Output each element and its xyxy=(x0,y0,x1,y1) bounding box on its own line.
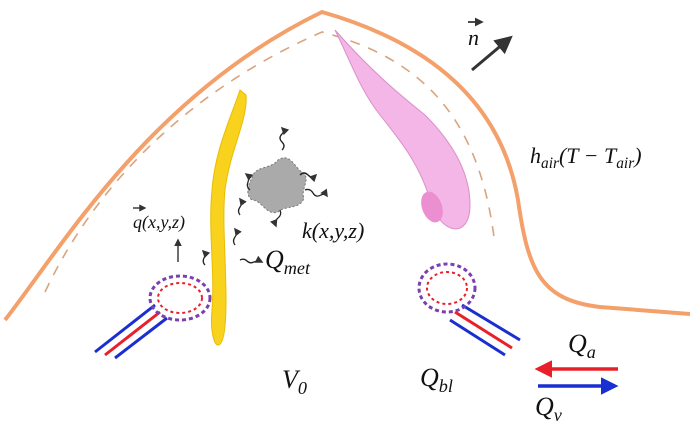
text: v xyxy=(554,405,563,425)
text: a xyxy=(587,342,596,362)
tumor xyxy=(335,30,470,229)
text: Q xyxy=(420,363,439,392)
text: air xyxy=(541,155,560,172)
heat-flux-label: q(x,y,z) xyxy=(133,212,185,233)
text: h xyxy=(530,143,541,168)
text: 0 xyxy=(298,378,307,398)
volume-label: V0 xyxy=(282,365,307,398)
text: met xyxy=(284,258,311,278)
text: bl xyxy=(439,376,453,396)
text: Q xyxy=(568,329,587,358)
heat-loss-label: hair(T − Tair) xyxy=(530,143,642,172)
text: air xyxy=(616,155,635,172)
diagram: n hair(T − Tair) q(x,y,z) k(x,y,z) Qmet … xyxy=(0,0,690,432)
text: Q xyxy=(535,392,554,421)
venous-label: Qv xyxy=(535,392,563,425)
text: ) xyxy=(632,143,641,168)
right-vessel xyxy=(419,264,520,355)
metabolic-label: Qmet xyxy=(265,245,311,278)
text: (T − T xyxy=(559,143,618,168)
metabolic-source xyxy=(248,158,306,213)
left-vessel xyxy=(95,276,210,358)
arterial-label: Qa xyxy=(568,329,596,362)
text: Q xyxy=(265,245,284,274)
normal-label: n xyxy=(468,25,479,50)
conductivity-label: k(x,y,z) xyxy=(302,218,364,243)
blood-label: Qbl xyxy=(420,363,453,396)
page: n hair(T − Tair) q(x,y,z) k(x,y,z) Qmet … xyxy=(0,0,690,432)
yellow-vessel xyxy=(211,90,246,345)
